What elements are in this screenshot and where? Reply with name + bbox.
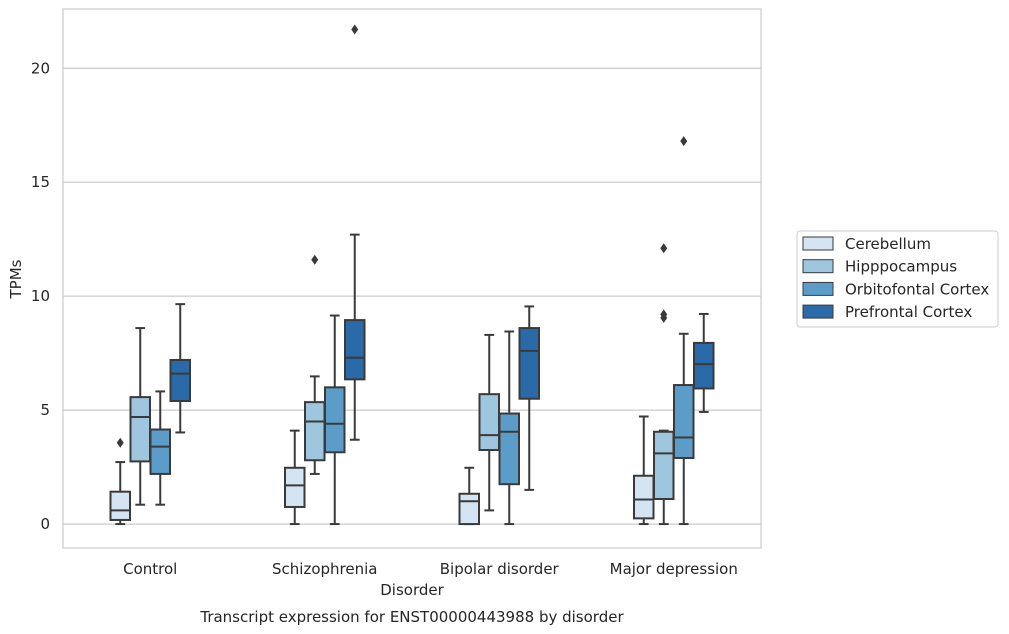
box-iqr bbox=[633, 474, 655, 520]
y-tick-labels: 0 5 10 15 20 bbox=[31, 59, 50, 533]
legend-label: Orbitofontal Cortex bbox=[845, 280, 989, 298]
outlier-point bbox=[116, 437, 124, 448]
legend-swatch bbox=[802, 259, 834, 274]
legend: Cerebellum Hipppocampus Orbitofontal Corte… bbox=[796, 230, 999, 328]
box-group bbox=[653, 243, 675, 526]
box-iqr bbox=[109, 490, 131, 521]
y-tick-label: 20 bbox=[31, 59, 50, 77]
x-tick-label: Bipolar disorder bbox=[440, 560, 560, 578]
box-iqr bbox=[129, 396, 151, 463]
legend-swatch bbox=[802, 304, 834, 319]
box-group bbox=[693, 312, 715, 413]
legend-label: Cerebellum bbox=[845, 235, 931, 253]
box-group bbox=[129, 327, 151, 506]
box-iqr bbox=[518, 327, 540, 400]
y-tick-label: 5 bbox=[40, 401, 50, 419]
box-iqr bbox=[458, 492, 480, 526]
box-group bbox=[458, 466, 480, 526]
box-group bbox=[284, 429, 306, 526]
box-iqr bbox=[324, 386, 346, 454]
box-iqr bbox=[653, 430, 675, 501]
x-tick-label: Schizophrenia bbox=[272, 560, 377, 578]
x-tick-labels: Control Schizophrenia Bipolar disorder Majo… bbox=[123, 560, 738, 578]
box-group bbox=[304, 254, 326, 475]
legend-swatch bbox=[802, 281, 834, 296]
legend-label: Prefrontal Cortex bbox=[845, 303, 972, 321]
box-group bbox=[633, 415, 655, 526]
box-iqr bbox=[169, 358, 191, 402]
x-axis-title: Disorder bbox=[380, 581, 444, 599]
box-iqr bbox=[149, 428, 171, 475]
outlier-point bbox=[680, 136, 688, 147]
box-iqr bbox=[284, 466, 306, 508]
box-group bbox=[109, 437, 131, 526]
x-tick-label: Control bbox=[123, 560, 177, 578]
legend-label: Hipppocampus bbox=[845, 258, 957, 276]
box-iqr bbox=[693, 341, 715, 390]
y-axis-title: TPMs bbox=[7, 259, 25, 299]
y-tick-label: 15 bbox=[31, 173, 50, 191]
outlier-point bbox=[660, 309, 668, 320]
box-group bbox=[478, 333, 500, 512]
outlier-point bbox=[351, 24, 359, 35]
box-group bbox=[169, 303, 191, 434]
box-iqr bbox=[673, 384, 695, 459]
chart-title: Transcript expression for ENST0000044398… bbox=[199, 608, 624, 626]
x-tick-label: Major depression bbox=[610, 560, 738, 578]
box-group bbox=[518, 305, 540, 491]
box-group bbox=[673, 136, 695, 526]
box-iqr bbox=[304, 401, 326, 462]
legend-frame bbox=[796, 230, 999, 328]
box-group bbox=[344, 24, 366, 441]
plot-area-frame bbox=[62, 8, 762, 549]
outlier-point bbox=[311, 254, 319, 265]
box-group bbox=[149, 390, 171, 506]
box-iqr bbox=[478, 393, 500, 451]
box-series bbox=[109, 24, 715, 526]
y-tick-label: 10 bbox=[31, 287, 50, 305]
outlier-point bbox=[660, 243, 668, 254]
box-group bbox=[498, 330, 520, 526]
legend-items: Cerebellum Hipppocampus Orbitofontal Corte… bbox=[802, 235, 989, 321]
legend-swatch bbox=[802, 236, 834, 251]
box-group bbox=[324, 314, 346, 526]
box-iqr bbox=[498, 412, 520, 486]
box-iqr bbox=[344, 319, 366, 381]
y-tick-label: 0 bbox=[40, 515, 50, 533]
